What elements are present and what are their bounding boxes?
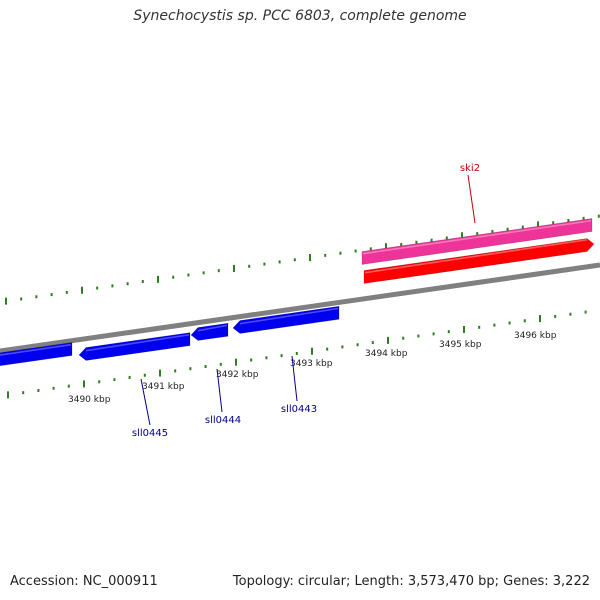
tick-label: 3490 kbp — [68, 395, 111, 405]
gene-arrow-ski2-shine — [364, 238, 588, 274]
gene-arrow-sll0444-shine — [197, 324, 228, 332]
gene-label-sll0443[interactable]: sll0443 — [281, 404, 317, 415]
upper-tick-track — [5, 214, 600, 305]
lower-tick-track — [7, 310, 587, 399]
tick-label: 3495 kbp — [439, 340, 482, 350]
gene-label-sll0445[interactable]: sll0445 — [132, 428, 168, 439]
gene-arrow-partial-left-shine — [0, 343, 72, 356]
gene-label-leader — [140, 378, 151, 426]
tick-label: 3491 kbp — [142, 382, 185, 392]
genome-stats-text: Topology: circular; Length: 3,573,470 bp… — [232, 574, 590, 589]
gene-label-leader — [291, 355, 298, 402]
gene-label-sll0444[interactable]: sll0444 — [205, 415, 241, 426]
tick-label: 3494 kbp — [365, 349, 408, 359]
accession-text: Accession: NC_000911 — [10, 574, 158, 589]
gene-label-leader — [216, 368, 223, 413]
gene-arrow-ski2[interactable] — [363, 238, 595, 284]
tick-labels: 3490 kbp 3491 kbp 3492 kbp 3493 kbp 3494 kbp… — [68, 331, 557, 405]
tick-label: 3496 kbp — [514, 331, 557, 341]
gene-arrow-sll0445-shine — [85, 333, 190, 352]
gene-arrow-ski2-region[interactable] — [361, 218, 593, 265]
genome-backbone — [0, 262, 600, 354]
gene-arrow-partial-left[interactable] — [0, 342, 73, 367]
gene-label-ski2[interactable]: ski2 — [460, 163, 480, 174]
gene-track[interactable] — [0, 218, 595, 367]
tick-label: 3492 kbp — [216, 370, 259, 380]
gene-label-leader — [467, 174, 476, 224]
gene-arrow-ski2-region-shine — [362, 219, 592, 255]
gene-arrow-sll0443-shine — [239, 307, 339, 325]
gene-labels: sll0445 sll0444 sll0443 ski2 — [132, 163, 480, 439]
map-title: Synechocystis sp. PCC 6803, complete gen… — [133, 8, 467, 24]
tick-label: 3493 kbp — [290, 359, 333, 369]
